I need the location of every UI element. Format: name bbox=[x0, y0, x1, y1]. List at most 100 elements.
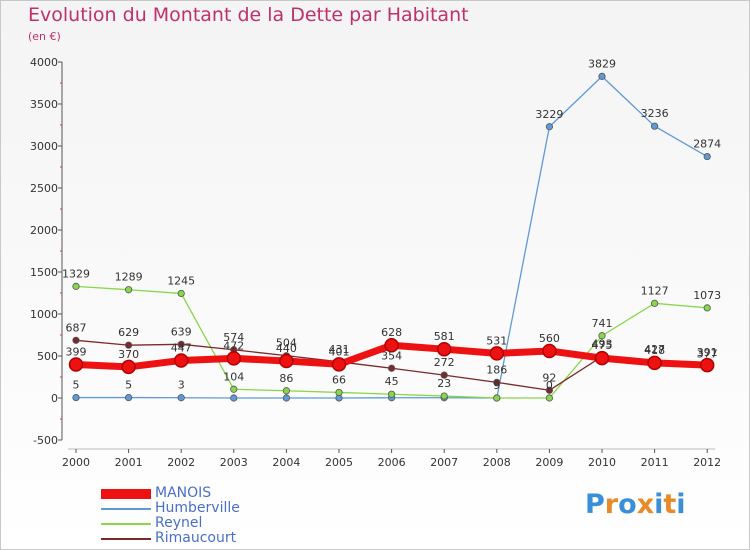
data-label: 475 bbox=[592, 339, 613, 352]
data-label: 431 bbox=[329, 343, 350, 356]
data-label: 3229 bbox=[535, 108, 563, 121]
data-point bbox=[489, 346, 505, 361]
data-label: 186 bbox=[486, 363, 507, 376]
data-label: 92 bbox=[542, 371, 556, 384]
data-point bbox=[699, 357, 715, 373]
data-point bbox=[493, 378, 501, 386]
y-tick-label: 500 bbox=[37, 350, 58, 363]
y-tick-label: 3500 bbox=[30, 98, 58, 111]
data-point bbox=[545, 123, 554, 131]
data-point bbox=[279, 353, 294, 369]
data-point bbox=[650, 122, 659, 130]
data-point bbox=[177, 340, 185, 348]
y-tick-label: 1000 bbox=[30, 308, 58, 321]
data-label: 272 bbox=[434, 356, 455, 369]
data-label: 687 bbox=[66, 321, 87, 334]
data-label: 639 bbox=[171, 325, 192, 338]
data-point bbox=[542, 343, 557, 359]
logo-letter: t bbox=[663, 489, 677, 520]
data-label: 66 bbox=[332, 373, 346, 386]
data-label: 493 bbox=[592, 338, 613, 351]
data-point bbox=[230, 394, 238, 402]
data-point bbox=[173, 353, 189, 368]
data-label: 427 bbox=[644, 343, 665, 356]
logo-letter: r bbox=[604, 489, 619, 520]
data-point bbox=[226, 351, 242, 366]
data-label: 628 bbox=[381, 326, 402, 339]
data-label: 2874 bbox=[693, 138, 721, 151]
data-point bbox=[72, 393, 80, 402]
data-label: 1127 bbox=[641, 284, 669, 297]
data-point bbox=[177, 394, 185, 402]
data-label: 531 bbox=[486, 334, 507, 347]
logo-letter: i bbox=[676, 489, 686, 520]
data-label: 560 bbox=[539, 332, 560, 345]
x-tick-label: 2010 bbox=[588, 456, 616, 469]
legend-item: MANOIS bbox=[101, 486, 240, 501]
data-label: 1073 bbox=[693, 289, 721, 302]
y-tick-label: -500 bbox=[33, 434, 58, 447]
legend-label: Rimaucourt bbox=[155, 530, 237, 546]
data-label: 9 bbox=[493, 379, 500, 392]
y-tick-label: 1500 bbox=[30, 266, 58, 279]
data-point bbox=[331, 357, 347, 372]
data-point bbox=[545, 386, 554, 394]
data-label: 574 bbox=[223, 331, 244, 344]
data-label: 504 bbox=[276, 337, 297, 350]
legend-swatch bbox=[101, 537, 151, 540]
data-label: 472 bbox=[223, 339, 244, 352]
data-point bbox=[703, 304, 711, 312]
x-tick-label: 2006 bbox=[378, 456, 406, 469]
legend-item: Humberville bbox=[101, 501, 240, 516]
data-label: 377 bbox=[697, 347, 718, 360]
data-label: 581 bbox=[434, 330, 455, 343]
data-point bbox=[177, 289, 185, 298]
data-point bbox=[335, 388, 343, 397]
x-tick-label: 2012 bbox=[693, 456, 721, 469]
x-tick-label: 2005 bbox=[325, 456, 353, 469]
data-label: 440 bbox=[276, 342, 297, 355]
data-label: 354 bbox=[381, 349, 402, 362]
data-label: 104 bbox=[223, 370, 244, 383]
legend-label: Humberville bbox=[155, 500, 240, 516]
x-tick-label: 2007 bbox=[430, 456, 458, 469]
data-label: 370 bbox=[118, 348, 139, 361]
data-label: 399 bbox=[66, 345, 87, 358]
unit-label: (en €) bbox=[28, 30, 61, 43]
legend-swatch bbox=[101, 507, 151, 510]
legend-swatch bbox=[101, 488, 151, 499]
y-tick-label: 0 bbox=[51, 392, 58, 405]
data-point bbox=[387, 390, 396, 398]
data-point bbox=[440, 371, 448, 379]
data-point bbox=[598, 72, 606, 80]
data-label: 23 bbox=[437, 377, 451, 390]
chart-title: Evolution du Montant de la Dette par Hab… bbox=[28, 4, 469, 26]
data-point bbox=[125, 393, 133, 402]
data-label: 5 bbox=[73, 379, 80, 392]
data-label: 45 bbox=[385, 375, 399, 388]
x-tick-label: 2001 bbox=[115, 456, 143, 469]
logo-letter: o bbox=[618, 489, 637, 520]
data-label: 1245 bbox=[167, 274, 195, 287]
y-tick-label: 3000 bbox=[30, 140, 58, 153]
data-point bbox=[125, 341, 133, 349]
data-point bbox=[282, 394, 290, 402]
data-label: 3 bbox=[178, 379, 185, 392]
data-label: 401 bbox=[329, 345, 350, 358]
data-point bbox=[545, 394, 554, 402]
data-point bbox=[440, 392, 448, 400]
x-tick-label: 2000 bbox=[62, 456, 90, 469]
logo-letter: i bbox=[654, 489, 664, 520]
legend-item: Reynel bbox=[101, 516, 240, 531]
data-label: 3829 bbox=[588, 57, 616, 70]
legend-swatch bbox=[101, 522, 151, 525]
x-tick-label: 2009 bbox=[535, 456, 563, 469]
y-tick-label: 4000 bbox=[30, 56, 58, 69]
data-label: 741 bbox=[592, 317, 613, 330]
data-label: 3236 bbox=[641, 107, 669, 120]
data-label: 86 bbox=[279, 372, 293, 385]
data-point bbox=[68, 357, 84, 372]
data-point bbox=[72, 336, 80, 344]
data-label: 629 bbox=[118, 326, 139, 339]
